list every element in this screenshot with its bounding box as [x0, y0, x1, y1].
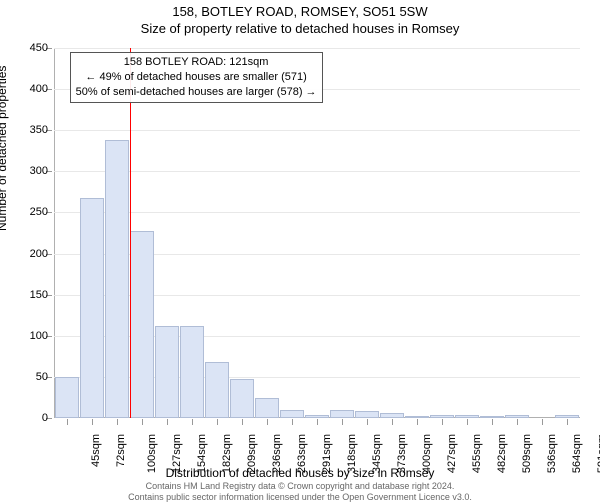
x-tick	[167, 419, 168, 425]
histogram-bar	[330, 410, 354, 418]
histogram-bar	[255, 398, 279, 418]
grid-line	[54, 48, 580, 49]
y-tick-label: 150	[18, 289, 48, 301]
y-axis-title: Number of detached properties	[0, 66, 9, 231]
x-tick	[142, 419, 143, 425]
y-tick-label: 400	[18, 83, 48, 95]
chart: 05010015020025030035040045045sqm72sqm100…	[54, 48, 580, 418]
y-tick-label: 350	[18, 124, 48, 136]
y-tick-label: 0	[18, 412, 48, 424]
histogram-bar	[355, 411, 379, 418]
page-subtitle: Size of property relative to detached ho…	[0, 21, 600, 36]
x-tick	[392, 419, 393, 425]
info-line-2: ← 49% of detached houses are smaller (57…	[76, 70, 317, 85]
x-tick	[242, 419, 243, 425]
grid-line	[54, 171, 580, 172]
x-tick	[442, 419, 443, 425]
footer-line-1: Contains HM Land Registry data © Crown c…	[0, 481, 600, 491]
x-tick	[542, 419, 543, 425]
info-line-1: 158 BOTLEY ROAD: 121sqm	[76, 55, 317, 70]
x-tick	[492, 419, 493, 425]
histogram-bar	[380, 413, 404, 418]
footer: Contains HM Land Registry data © Crown c…	[0, 481, 600, 502]
histogram-bar	[280, 410, 304, 418]
x-tick	[67, 419, 68, 425]
y-tick-label: 200	[18, 248, 48, 260]
y-axis-line	[54, 48, 55, 418]
y-tick-label: 50	[18, 371, 48, 383]
x-tick	[292, 419, 293, 425]
x-tick	[92, 419, 93, 425]
x-tick	[367, 419, 368, 425]
x-axis-title: Distribution of detached houses by size …	[0, 466, 600, 480]
histogram-bar	[555, 415, 579, 418]
y-tick-label: 100	[18, 330, 48, 342]
x-tick-label: 45sqm	[90, 434, 102, 467]
x-tick	[517, 419, 518, 425]
histogram-bar	[55, 377, 79, 418]
x-tick	[417, 419, 418, 425]
x-tick	[317, 419, 318, 425]
footer-line-2: Contains public sector information licen…	[0, 492, 600, 502]
x-tick	[117, 419, 118, 425]
histogram-bar	[230, 379, 254, 418]
x-tick	[467, 419, 468, 425]
histogram-bar	[80, 198, 104, 418]
plot-area: 05010015020025030035040045045sqm72sqm100…	[54, 48, 580, 418]
x-tick-label: 72sqm	[115, 434, 127, 467]
histogram-bar	[205, 362, 229, 418]
histogram-bar	[155, 326, 179, 418]
info-line-3: 50% of semi-detached houses are larger (…	[76, 85, 317, 100]
histogram-bar	[180, 326, 204, 418]
histogram-bar	[305, 415, 329, 418]
y-tick-label: 250	[18, 206, 48, 218]
histogram-bar	[455, 415, 479, 418]
y-tick-label: 450	[18, 42, 48, 54]
x-tick	[267, 419, 268, 425]
histogram-bar	[430, 415, 454, 418]
grid-line	[54, 212, 580, 213]
x-tick	[567, 419, 568, 425]
grid-line	[54, 130, 580, 131]
page-title: 158, BOTLEY ROAD, ROMSEY, SO51 5SW	[0, 4, 600, 19]
histogram-bar	[105, 140, 129, 418]
histogram-bar	[405, 416, 429, 418]
histogram-bar	[480, 416, 504, 418]
histogram-bar	[130, 231, 154, 418]
histogram-bar	[505, 415, 529, 418]
x-tick	[342, 419, 343, 425]
x-tick	[192, 419, 193, 425]
y-tick-label: 300	[18, 165, 48, 177]
info-box: 158 BOTLEY ROAD: 121sqm ← 49% of detache…	[70, 52, 323, 103]
x-tick	[217, 419, 218, 425]
marker-line	[130, 48, 131, 418]
